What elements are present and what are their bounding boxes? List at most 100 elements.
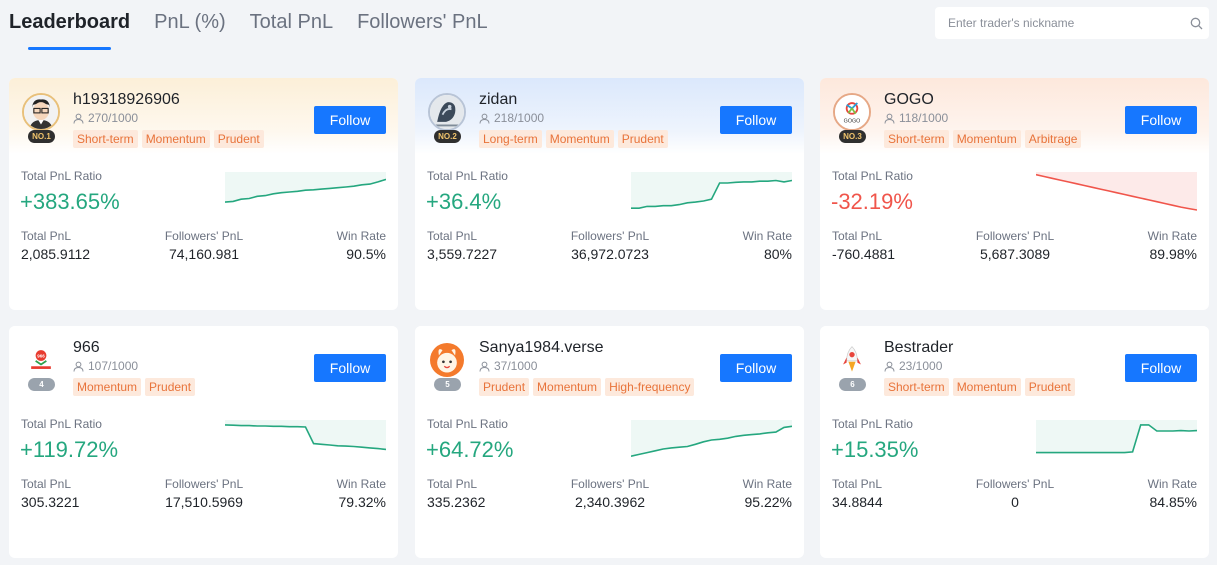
rank-badge: NO.1 (28, 130, 55, 143)
pnl-ratio-label: Total PnL Ratio (21, 417, 102, 431)
pnl-sparkline (225, 172, 386, 203)
trader-card[interactable]: 5 Sanya1984.verse 37/1000 Prudent Momentu… (415, 326, 804, 558)
trader-card[interactable]: NO.1 h19318926906 270/1000 Short-term Mom… (9, 78, 398, 310)
strategy-tags: Short-term Momentum Prudent (884, 378, 1079, 396)
strategy-tag: Prudent (145, 378, 196, 396)
rank-badge: NO.2 (434, 130, 461, 143)
pnl-sparkline (1036, 172, 1197, 211)
win-rate-value: 89.98% (1149, 246, 1197, 262)
svg-text:GOGO: GOGO (844, 119, 861, 125)
sparkline-line (225, 178, 386, 203)
trader-name[interactable]: h19318926906 (73, 91, 180, 108)
win-rate-label: Win Rate (1147, 229, 1197, 243)
trader-card[interactable]: GOGO NO.3 GOGO 118/1000 Short-term Moment… (820, 78, 1209, 310)
dragon-art-avatar[interactable] (428, 93, 466, 131)
tab-leaderboard[interactable]: Leaderboard (9, 0, 130, 50)
pnl-ratio-value: +36.4% (426, 189, 502, 214)
rank-badge: 6 (839, 378, 866, 391)
win-rate-value: 79.32% (338, 494, 386, 510)
search-icon[interactable] (1183, 7, 1209, 39)
strategy-tag: Short-term (73, 130, 138, 148)
trader-name[interactable]: Sanya1984.verse (479, 339, 604, 356)
strategy-tag: Momentum (952, 130, 1021, 148)
pnl-ratio-value: -32.19% (831, 189, 913, 214)
followers-pnl-value: 5,687.3089 (979, 246, 1051, 262)
search-input[interactable] (935, 16, 1183, 30)
followers-value: 23/1000 (899, 359, 943, 373)
trader-card[interactable]: 6 Bestrader 23/1000 Short-term Momentum Pr… (820, 326, 1209, 558)
strategy-tag: Prudent (1024, 378, 1075, 396)
cartoon-avatar[interactable] (428, 341, 466, 379)
strategy-tag: Momentum (73, 378, 142, 396)
win-rate-value: 80% (763, 246, 792, 262)
follow-button[interactable]: Follow (314, 106, 386, 134)
followers-value: 37/1000 (494, 359, 538, 373)
card-header: NO.1 h19318926906 270/1000 Short-term Mom… (9, 78, 398, 154)
svg-text:966: 966 (37, 353, 45, 358)
total-pnl-value: 2,085.9112 (21, 246, 91, 262)
strategy-tag: Prudent (479, 378, 530, 396)
total-pnl-value: 34.8844 (832, 494, 883, 510)
strategy-tag: Arbitrage (1024, 130, 1082, 148)
pnl-sparkline (225, 420, 386, 451)
pnl-ratio-value: +383.65% (20, 189, 120, 214)
strategy-tag: Momentum (952, 378, 1021, 396)
total-pnl-value: 335.2362 (427, 494, 486, 510)
trader-card[interactable]: NO.2 zidan 218/1000 Long-term Momentum Pru… (415, 78, 804, 310)
card-header: 6 Bestrader 23/1000 Short-term Momentum Pr… (820, 326, 1209, 402)
trader-name[interactable]: Bestrader (884, 339, 954, 356)
pnl-ratio-label: Total PnL Ratio (427, 169, 508, 183)
trader-name[interactable]: 966 (73, 339, 100, 356)
pnl-sparkline (631, 172, 792, 209)
tab-bar: Leaderboard PnL (%) Total PnL Followers'… (9, 0, 512, 50)
followers-value: 218/1000 (494, 111, 545, 125)
man-glasses-avatar[interactable] (22, 93, 60, 131)
trader-card[interactable]: 966 4 966 107/1000 Momentum Prudent Follo… (9, 326, 398, 558)
followers-pnl-value: 0 (1011, 494, 1019, 510)
tab-pnl-percent[interactable]: PnL (%) (154, 11, 226, 33)
sparkline-area (1036, 420, 1197, 453)
total-pnl-label: Total PnL (832, 477, 883, 491)
strategy-tag: Long-term (479, 130, 542, 148)
followers-count: 118/1000 (884, 111, 948, 125)
win-rate-value: 95.22% (744, 494, 792, 510)
sparkline-area (225, 172, 386, 203)
strategy-tag: Short-term (884, 130, 949, 148)
follow-button[interactable]: Follow (1125, 106, 1197, 134)
total-pnl-value: 3,559.7227 (427, 246, 498, 262)
trader-name[interactable]: zidan (479, 91, 518, 108)
strategy-tags: Short-term Momentum Arbitrage (884, 130, 1085, 148)
strategy-tag: Prudent (617, 130, 668, 148)
win-rate-label: Win Rate (336, 229, 386, 243)
follow-button[interactable]: Follow (1125, 354, 1197, 382)
966-logo-avatar[interactable]: 966 (22, 341, 60, 379)
follow-button[interactable]: Follow (720, 106, 792, 134)
sparkline-area (225, 420, 386, 450)
trader-name[interactable]: GOGO (884, 91, 934, 108)
followers-pnl-value: 2,340.3962 (574, 494, 646, 510)
sparkline-line (1036, 424, 1197, 454)
sparkline-line (225, 424, 386, 451)
win-rate-label: Win Rate (1147, 477, 1197, 491)
follow-button[interactable]: Follow (720, 354, 792, 382)
tab-total-pnl[interactable]: Total PnL (249, 11, 334, 33)
win-rate-label: Win Rate (742, 477, 792, 491)
win-rate-value: 90.5% (346, 246, 386, 262)
pnl-ratio-value: +64.72% (426, 437, 514, 462)
followers-value: 270/1000 (88, 111, 139, 125)
strategy-tags: Short-term Momentum Prudent (73, 130, 268, 148)
followers-pnl-label: Followers' PnL (164, 229, 244, 243)
sparkline-line (631, 179, 792, 209)
strategy-tag: Short-term (884, 378, 949, 396)
followers-pnl-value: 17,510.5969 (165, 494, 243, 510)
follow-button[interactable]: Follow (314, 354, 386, 382)
gogo-logo-avatar[interactable]: GOGO (833, 93, 871, 131)
total-pnl-label: Total PnL (427, 477, 478, 491)
followers-count: 37/1000 (479, 359, 537, 373)
sparkline-area (1036, 172, 1197, 210)
tab-followers-pnl[interactable]: Followers' PnL (357, 11, 488, 33)
followers-pnl-label: Followers' PnL (570, 229, 650, 243)
rocket-avatar[interactable] (833, 341, 871, 379)
pnl-ratio-label: Total PnL Ratio (832, 417, 913, 431)
card-header: NO.2 zidan 218/1000 Long-term Momentum Pru… (415, 78, 804, 154)
